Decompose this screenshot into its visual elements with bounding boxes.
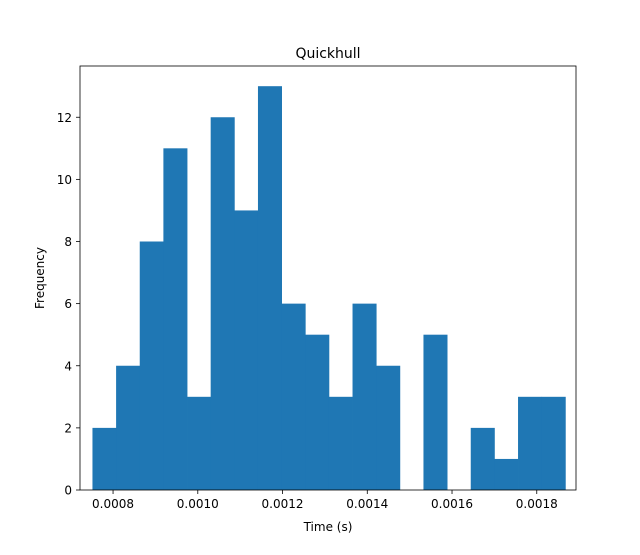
chart-title: Quickhull — [295, 46, 360, 62]
histogram-bar — [139, 241, 164, 490]
histogram-bar — [163, 148, 188, 490]
y-tick-label: 6 — [64, 297, 72, 311]
histogram-bar — [257, 86, 282, 490]
y-tick-label: 10 — [57, 173, 72, 187]
bars-layer — [92, 86, 566, 490]
x-tick-label: 0.0008 — [92, 497, 134, 511]
histogram-bar — [210, 117, 235, 490]
histogram-bar — [470, 427, 495, 490]
histogram-bar — [518, 396, 543, 490]
histogram-bar — [423, 334, 448, 490]
y-tick-label: 0 — [64, 484, 72, 498]
histogram-bar — [494, 458, 519, 490]
histogram-bar — [541, 396, 566, 490]
y-tick-label: 4 — [64, 359, 72, 373]
y-tick-label: 8 — [64, 235, 72, 249]
histogram-bar — [234, 210, 259, 490]
x-tick-label: 0.0012 — [262, 497, 304, 511]
x-tick-label: 0.0018 — [516, 497, 558, 511]
y-axis-label: Frequency — [33, 247, 47, 309]
histogram-bar — [92, 427, 117, 490]
x-tick-label: 0.0016 — [431, 497, 473, 511]
histogram-bar — [376, 365, 401, 490]
plot-frame — [79, 65, 577, 491]
histogram-bar — [116, 365, 141, 490]
histogram-bar — [305, 334, 330, 490]
x-tick-label: 0.0014 — [346, 497, 388, 511]
x-axis-label: Time (s) — [303, 520, 353, 534]
y-tick-label: 12 — [57, 111, 72, 125]
histogram-bar — [328, 396, 353, 490]
histogram-bar — [187, 396, 212, 490]
histogram-bar — [281, 303, 306, 490]
x-tick-label: 0.0010 — [177, 497, 219, 511]
histogram-bar — [352, 303, 377, 490]
axes-layer: 0.0008 0.0010 0.0012 0.0014 0.0016 0.0018 0 2 4 6… — [57, 65, 577, 511]
y-tick-label: 2 — [64, 421, 72, 435]
